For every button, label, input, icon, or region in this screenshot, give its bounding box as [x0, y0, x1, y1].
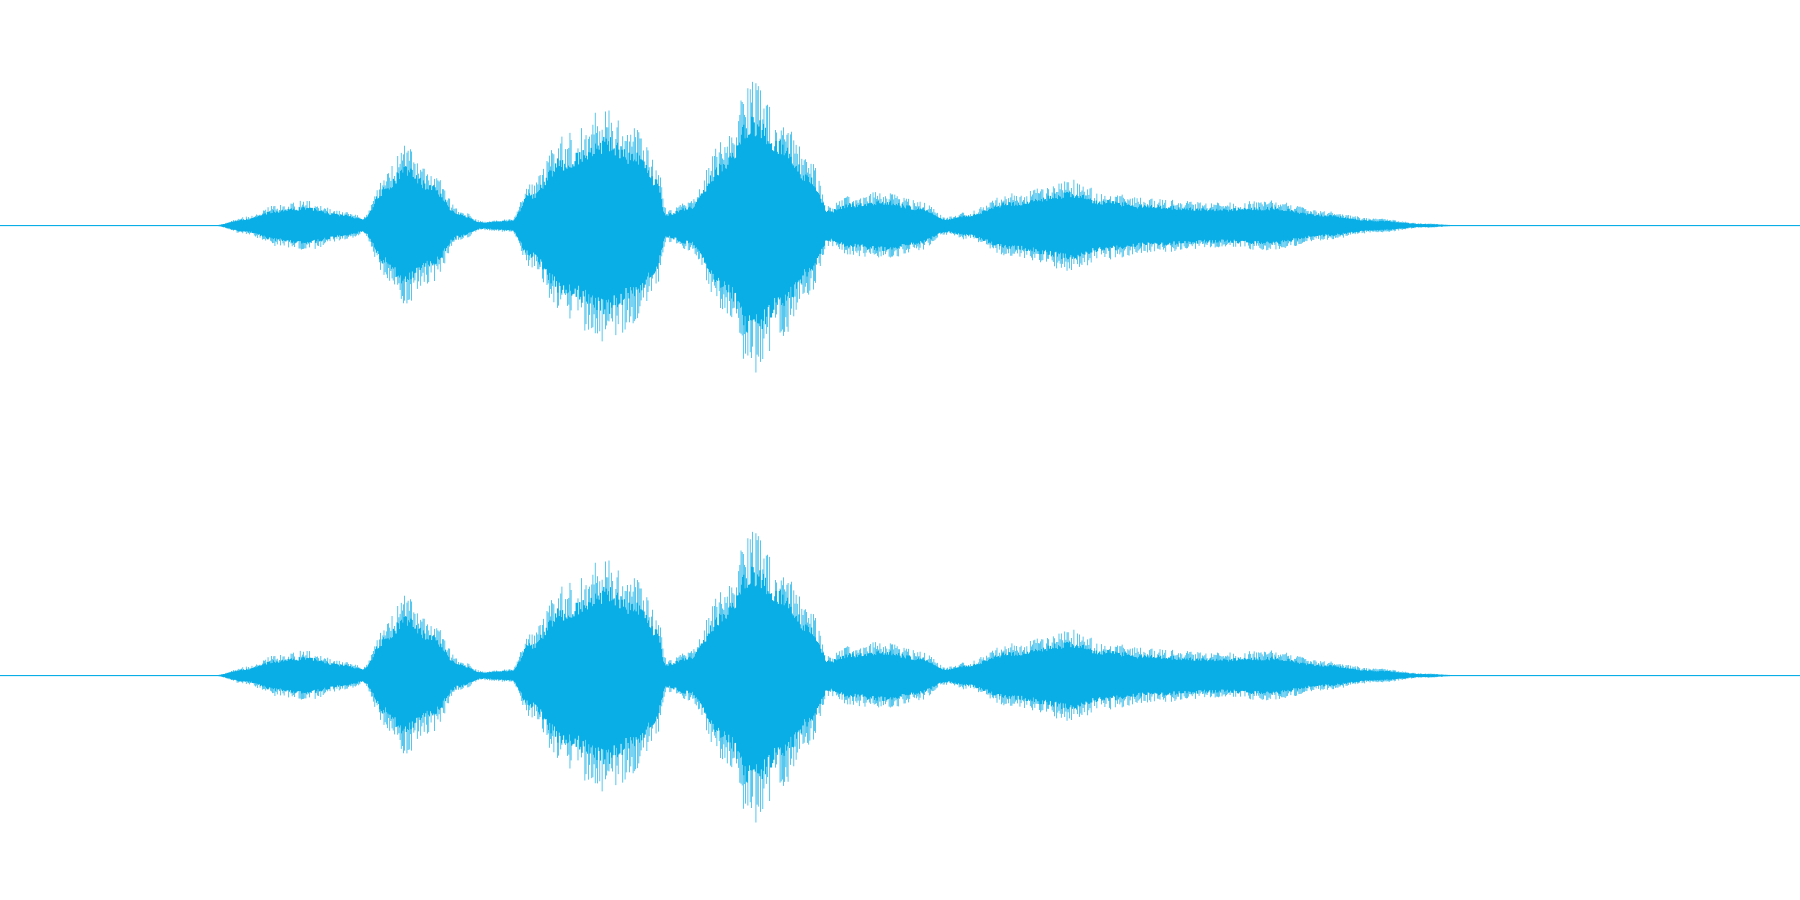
waveform-body [213, 566, 1459, 783]
channel-bottom [0, 531, 1800, 823]
channel-top [0, 81, 1800, 373]
waveform-body [213, 116, 1459, 333]
